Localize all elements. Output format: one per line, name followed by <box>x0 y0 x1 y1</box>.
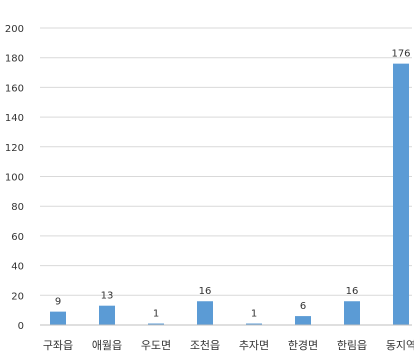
data-label: 16 <box>346 286 359 297</box>
y-tick-label: 40 <box>11 262 24 273</box>
y-tick-label: 180 <box>5 54 24 65</box>
bars <box>50 63 409 325</box>
bar <box>393 63 409 325</box>
data-label: 1 <box>153 309 159 320</box>
data-label: 16 <box>199 286 212 297</box>
data-label: 9 <box>55 297 61 308</box>
y-tick-label: 140 <box>5 113 24 124</box>
x-tick-label: 추자면 <box>239 339 269 352</box>
data-label: 13 <box>101 291 114 302</box>
x-tick-label: 우도면 <box>141 339 171 352</box>
bar <box>197 301 213 325</box>
y-tick-label: 0 <box>18 321 24 332</box>
bar <box>99 305 115 325</box>
y-tick-label: 80 <box>11 202 24 213</box>
y-axis: 0 20 40 60 80 100 120 140 160 180 200 <box>5 24 24 332</box>
x-tick-label: 조천읍 <box>190 338 220 352</box>
bar <box>50 311 66 325</box>
y-tick-label: 200 <box>5 24 24 35</box>
bar <box>295 316 311 325</box>
gridlines <box>40 27 412 296</box>
bar <box>148 323 164 325</box>
y-tick-label: 160 <box>5 83 24 94</box>
y-tick-label: 100 <box>5 173 24 184</box>
x-tick-label: 한림읍 <box>337 339 367 352</box>
bar <box>344 301 360 325</box>
data-label: 6 <box>300 301 306 312</box>
y-tick-label: 120 <box>5 143 24 154</box>
x-axis: 구좌읍 애월읍 우도면 조천읍 추자면 한경면 한림읍 동지역 <box>40 324 414 352</box>
data-label: 176 <box>391 49 410 60</box>
x-tick-label: 동지역 <box>386 339 414 352</box>
bar <box>246 323 262 325</box>
y-tick-label: 60 <box>11 232 24 243</box>
x-tick-label: 구좌읍 <box>43 339 73 352</box>
x-tick-label: 애월읍 <box>92 339 122 352</box>
data-label: 1 <box>251 309 257 320</box>
y-tick-label: 20 <box>11 291 24 302</box>
x-tick-label: 한경면 <box>288 339 318 352</box>
